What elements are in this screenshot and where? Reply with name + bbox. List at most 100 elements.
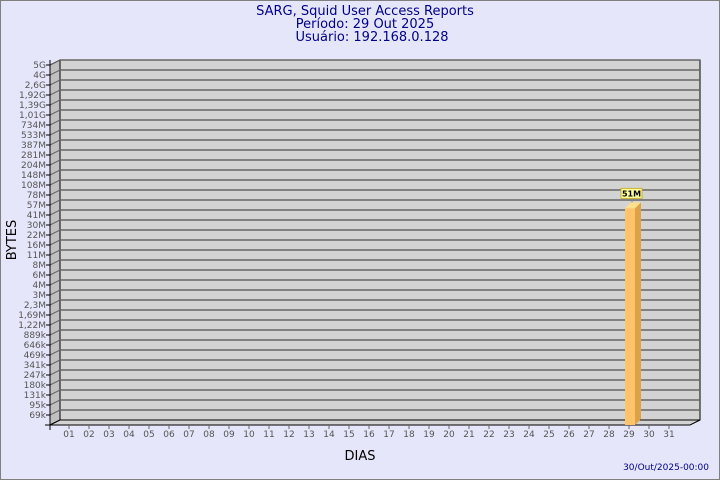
gridline-side [49,209,61,216]
x-tick-label: 23 [503,430,514,440]
gridline-side [49,99,61,106]
x-tick-label: 09 [223,430,235,440]
gridline-side [49,279,61,286]
gridline-side [49,349,61,356]
x-tick-label: 31 [663,430,674,440]
gridline-side [49,409,61,416]
gridline-side [49,369,61,376]
gridline-side [49,269,61,276]
gridline-side [49,399,61,406]
y-tick-label: 204M [21,161,46,171]
gridline-side [49,329,61,336]
gridline-side [49,139,61,146]
gridline-side [49,259,61,266]
y-tick-label: 1,22M [18,321,46,331]
y-tick-label: 341k [24,361,47,371]
y-tick-label: 469k [24,351,47,361]
y-tick-label: 1,92G [19,91,46,101]
y-tick-label: 108M [21,181,46,191]
y-tick-label: 131k [24,391,47,401]
x-tick-label: 05 [143,430,154,440]
gridline-side [49,79,61,86]
x-tick-label: 18 [403,430,415,440]
y-tick-label: 78M [27,191,46,201]
x-tick-label: 28 [603,430,615,440]
x-tick-label: 06 [163,430,175,440]
gridline-side [49,189,61,196]
gridline-side [49,379,61,386]
y-tick-label: 2,3M [24,301,46,311]
x-tick-label: 11 [263,430,274,440]
chart-title: SARG, Squid User Access Reports [256,4,474,19]
y-tick-label: 533M [21,131,46,141]
x-tick-label: 20 [443,430,455,440]
x-tick-label: 03 [103,430,114,440]
gridline-side [49,249,61,256]
y-tick-label: 2,6G [25,81,46,91]
y-tick-label: 889k [24,331,47,341]
x-tick-label: 30 [643,430,655,440]
y-tick-label: 69k [29,411,46,421]
bar-side [635,202,641,425]
y-tick-label: 3M [33,291,47,301]
x-tick-label: 12 [283,430,294,440]
x-tick-label: 07 [183,430,194,440]
x-tick-label: 19 [423,430,435,440]
y-tick-label: 57M [27,201,46,211]
x-tick-label: 21 [463,430,474,440]
bar-top [625,202,641,209]
gridline-side [49,239,61,246]
y-tick-label: 5G [33,61,46,71]
y-tick-label: 8M [33,261,47,271]
x-tick-label: 17 [383,430,394,440]
y-tick-label: 646k [24,341,47,351]
y-tick-label: 148M [21,171,46,181]
bar-day-29 [625,208,635,425]
y-tick-label: 1,69M [18,311,46,321]
x-tick-label: 01 [63,430,74,440]
y-tick-label: 1,39G [19,101,46,111]
y-tick-label: 22M [27,231,46,241]
y-tick-label: 734M [21,121,46,131]
y-tick-label: 16M [27,241,46,251]
gridline-side [49,159,61,166]
gridline-side [49,109,61,116]
y-tick-label: 180k [24,381,47,391]
y-tick-label: 11M [27,251,46,261]
x-tick-label: 10 [243,430,255,440]
gridline-side [49,169,61,176]
y-tick-label: 281M [21,151,46,161]
x-tick-label: 29 [623,430,635,440]
y-tick-label: 95k [29,401,46,411]
x-tick-label: 16 [363,430,375,440]
x-tick-label: 02 [83,430,94,440]
gridline-side [49,229,61,236]
y-tick-label: 1,01G [19,111,46,121]
x-tick-label: 04 [123,430,135,440]
gridline-side [49,339,61,346]
y-tick-label: 6M [33,271,47,281]
x-tick-label: 24 [523,430,535,440]
x-tick-label: 26 [563,430,575,440]
floor [49,419,701,426]
gridline-side [49,359,61,366]
gridline-side [49,59,61,66]
gridline-side [49,309,61,316]
y-tick-label: 41M [27,211,46,221]
y-tick-label: 4G [33,71,46,81]
y-tick-label: 387M [21,141,46,151]
x-tick-label: 25 [543,430,554,440]
x-axis-label: DIAS [345,449,376,464]
gridline-side [49,299,61,306]
generated-timestamp: 30/Out/2025-00:00 [623,463,709,473]
chart-period: Período: 29 Out 2025 [296,17,434,32]
gridline-side [49,129,61,136]
gridline-side [49,219,61,226]
gridline-side [49,179,61,186]
x-tick-label: 13 [303,430,314,440]
x-tick-label: 27 [583,430,594,440]
x-tick-label: 14 [323,430,335,440]
x-tick-label: 22 [483,430,494,440]
y-tick-label: 30M [27,221,46,231]
